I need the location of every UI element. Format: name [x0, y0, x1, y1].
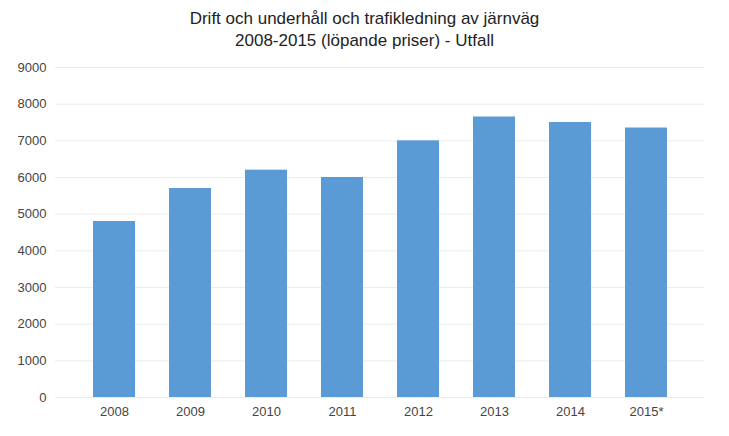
svg-text:2012: 2012 [404, 404, 433, 419]
svg-text:8000: 8000 [18, 96, 47, 111]
svg-text:2014: 2014 [556, 404, 585, 419]
svg-text:2011: 2011 [329, 404, 357, 419]
svg-text:9000: 9000 [18, 60, 47, 75]
svg-text:2015*: 2015* [630, 404, 664, 419]
svg-text:2000: 2000 [18, 316, 47, 331]
html-text:2008-2015 (löpande priser) - U: 2008-2015 (löpande priser) - Utfall [235, 31, 494, 50]
svg-text:2013: 2013 [480, 404, 509, 419]
html-text:Drift och underhåll och trafik: Drift och underhåll och trafikledning av… [189, 9, 540, 28]
svg-text:7000: 7000 [18, 133, 47, 148]
svg-text:0: 0 [39, 390, 46, 405]
svg-text:2008: 2008 [100, 404, 129, 419]
svg-text:5000: 5000 [18, 206, 47, 221]
svg-text:3000: 3000 [18, 280, 47, 295]
svg-text:1000: 1000 [18, 353, 47, 368]
svg-text:4000: 4000 [18, 243, 47, 258]
svg-text:6000: 6000 [18, 170, 47, 185]
svg-text:2010: 2010 [252, 404, 281, 419]
svg-text:2009: 2009 [176, 404, 205, 419]
